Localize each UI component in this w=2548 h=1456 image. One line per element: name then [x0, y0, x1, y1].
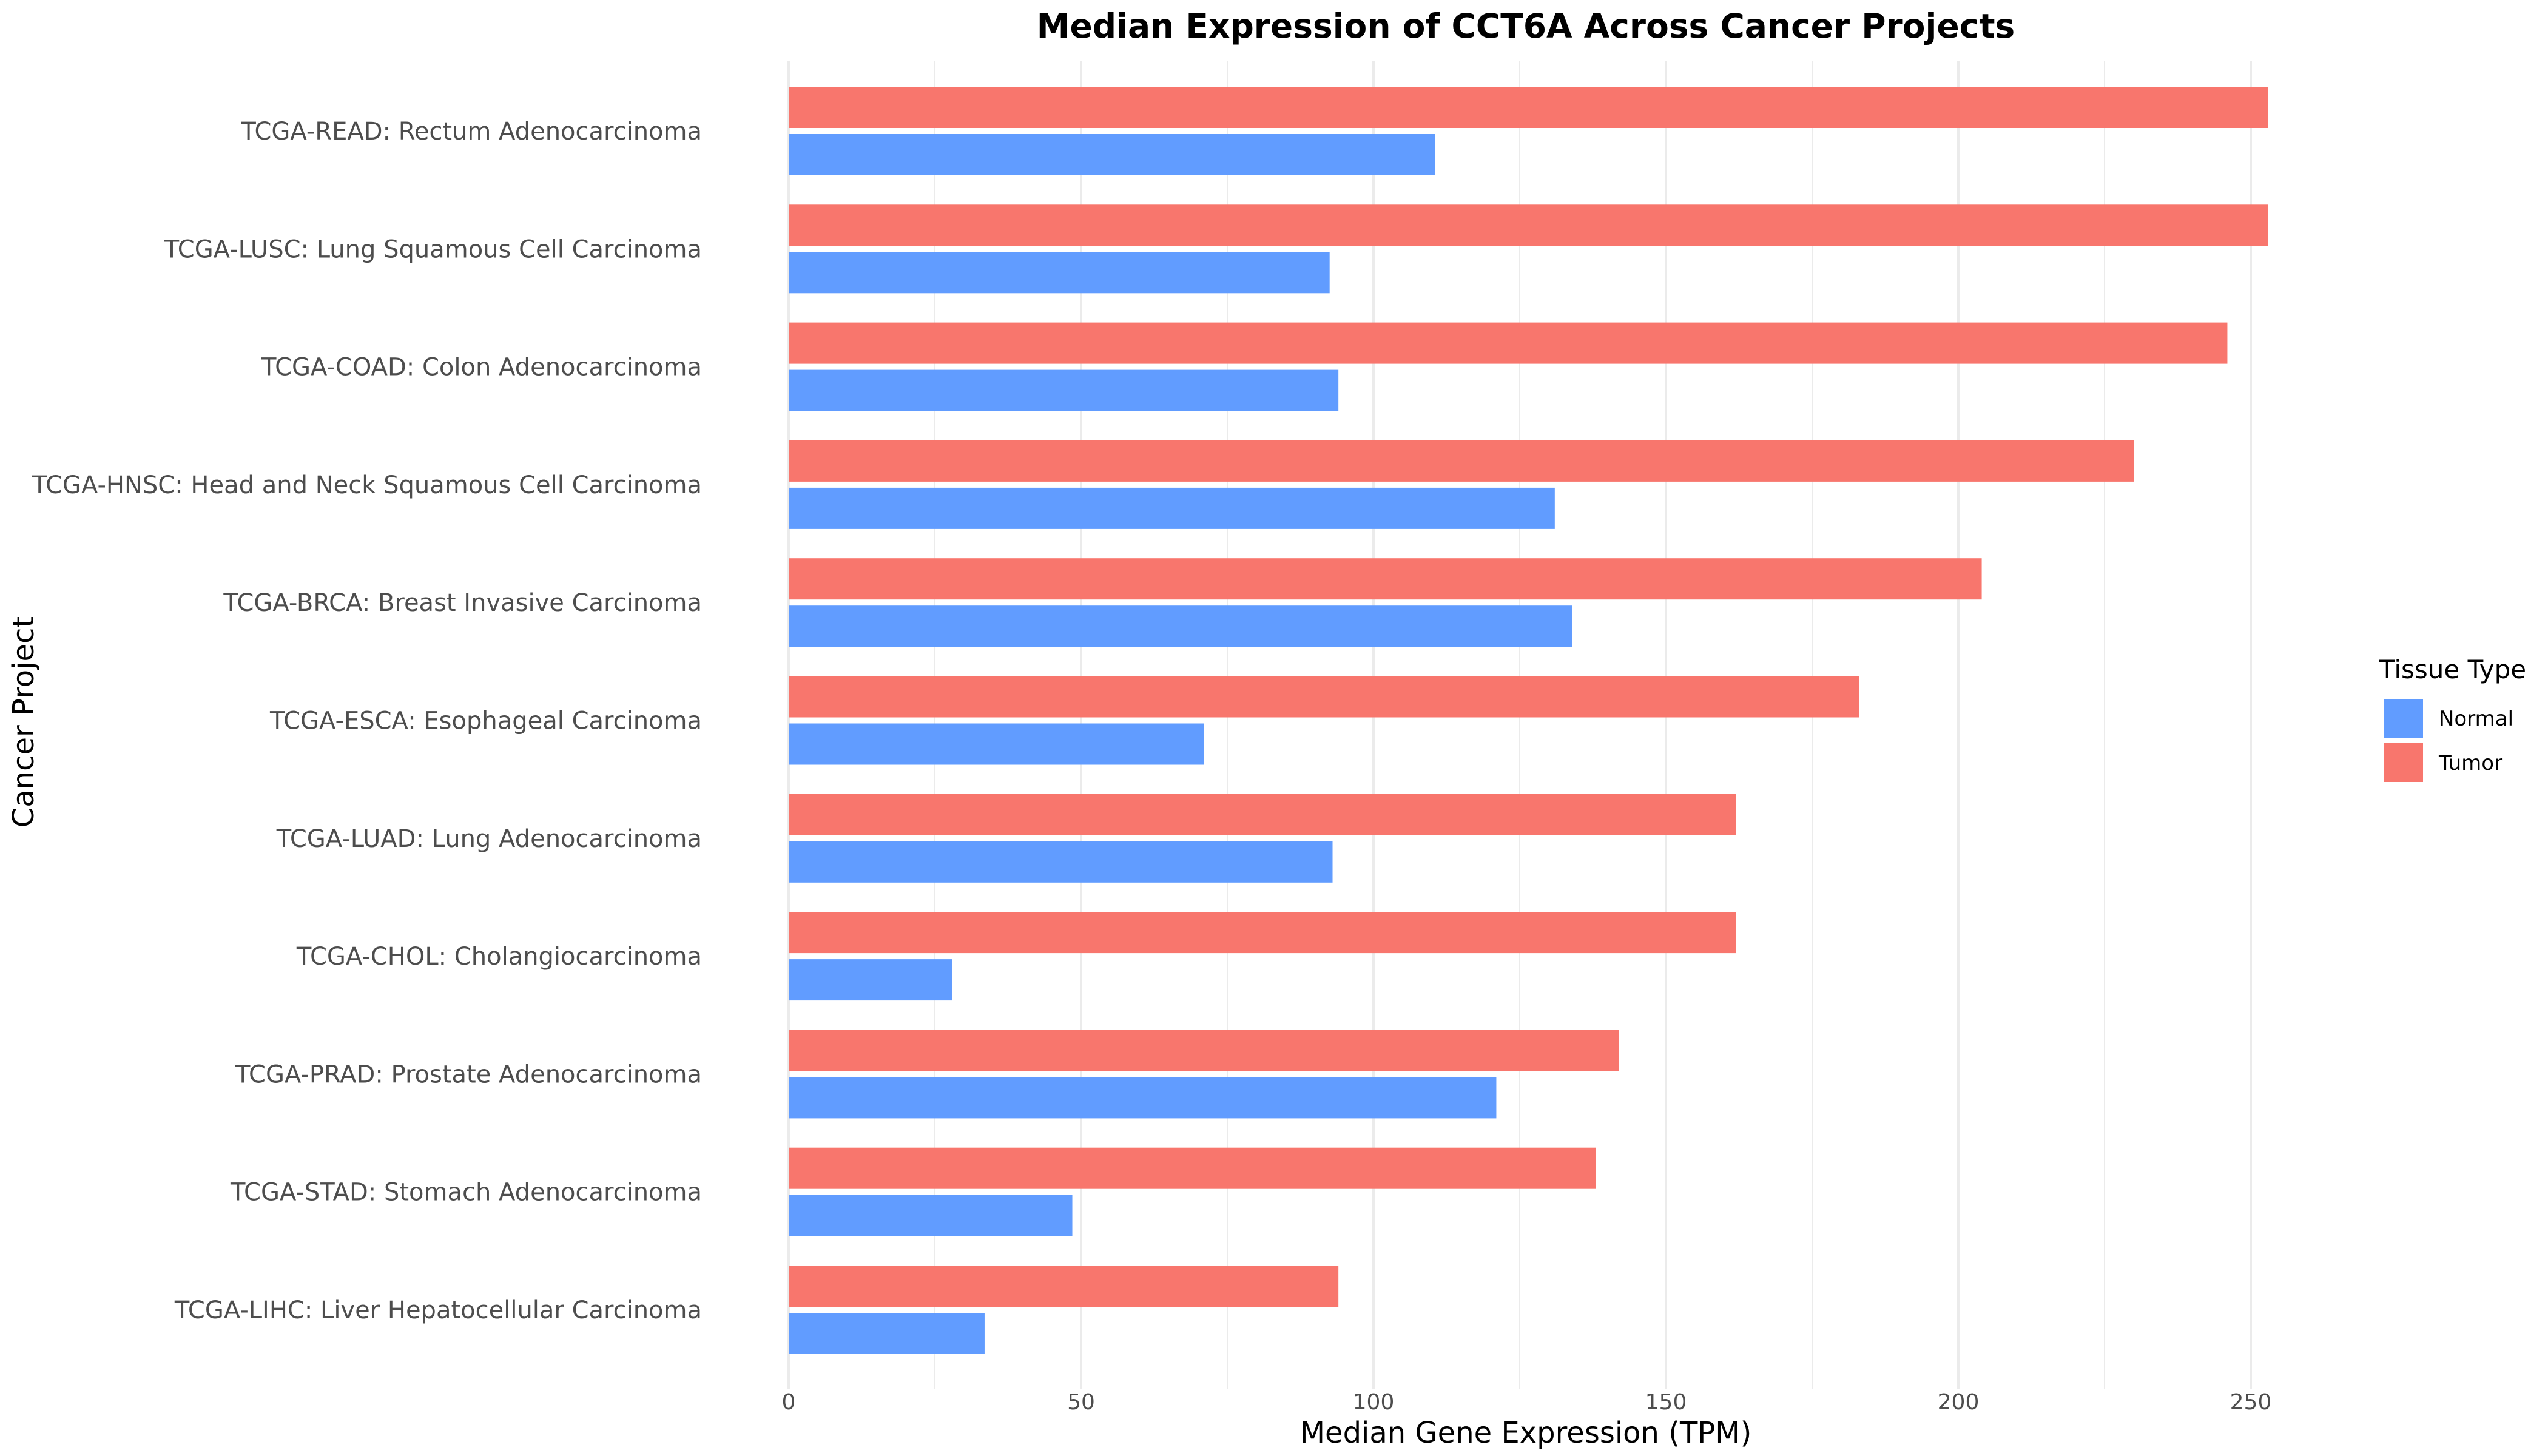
bar-normal: [789, 605, 1572, 647]
category-label: TCGA-BRCA: Breast Invasive Carcinoma: [223, 589, 702, 617]
x-axis-title: Median Gene Expression (TPM): [1300, 1416, 1752, 1450]
bar-normal: [789, 959, 952, 1001]
chart-title: Median Expression of CCT6A Across Cancer…: [1037, 7, 2015, 46]
bar-tumor: [789, 1030, 1619, 1071]
category-label: TCGA-ESCA: Esophageal Carcinoma: [269, 707, 702, 735]
category-label: TCGA-LUSC: Lung Squamous Cell Carcinoma: [164, 235, 702, 263]
bar-tumor: [789, 1266, 1339, 1307]
bar-normal: [789, 252, 1330, 294]
bar-tumor: [789, 440, 2134, 482]
bar-tumor: [789, 204, 2268, 246]
bar-tumor: [789, 87, 2268, 128]
bar-tumor: [789, 912, 1736, 954]
bar-normal: [789, 1195, 1073, 1236]
category-label: TCGA-LUAD: Lung Adenocarcinoma: [276, 825, 702, 853]
bar-tumor: [789, 322, 2228, 364]
category-label: TCGA-READ: Rectum Adenocarcinoma: [240, 118, 702, 146]
bar-normal: [789, 723, 1204, 765]
x-tick-label: 150: [1645, 1390, 1687, 1415]
legend-label: Tumor: [2438, 751, 2502, 775]
legend-title: Tissue Type: [2379, 655, 2526, 684]
bar-tumor: [789, 676, 1859, 718]
legend-swatch: [2384, 699, 2423, 738]
x-tick-label: 50: [1067, 1390, 1095, 1415]
y-axis-title: Cancer Project: [7, 616, 41, 828]
x-tick-label: 200: [1938, 1390, 1980, 1415]
legend-items: Normal Tumor: [2384, 699, 2513, 782]
bar-normal: [789, 487, 1555, 529]
category-label: TCGA-LIHC: Liver Hepatocellular Carcinom…: [174, 1296, 702, 1324]
category-labels: TCGA-READ: Rectum Adenocarcinoma TCGA-LUS…: [32, 118, 702, 1324]
bar-normal: [789, 841, 1333, 883]
bar-normal: [789, 134, 1435, 175]
x-tick-label: 100: [1353, 1390, 1395, 1415]
category-label: TCGA-HNSC: Head and Neck Squamous Cell C…: [32, 471, 702, 499]
bar-normal: [789, 1313, 985, 1354]
x-tick-labels: 0 50 100 150 200 250: [782, 1390, 2272, 1415]
bar-tumor: [789, 558, 1982, 600]
x-tick-label: 0: [782, 1390, 796, 1415]
category-label: TCGA-STAD: Stomach Adenocarcinoma: [230, 1179, 702, 1207]
bar-normal: [789, 369, 1339, 411]
legend-label: Normal: [2439, 707, 2513, 731]
bar-normal: [789, 1077, 1497, 1119]
legend-swatch: [2384, 743, 2423, 782]
bar-tumor: [789, 1147, 1596, 1189]
legend: Tissue Type Normal Tumor: [2379, 655, 2526, 782]
x-tick-label: 250: [2230, 1390, 2272, 1415]
category-label: TCGA-CHOL: Cholangiocarcinoma: [296, 943, 702, 971]
category-label: TCGA-PRAD: Prostate Adenocarcinoma: [235, 1060, 702, 1088]
bar-tumor: [789, 794, 1736, 835]
bars: [789, 87, 2268, 1354]
category-label: TCGA-COAD: Colon Adenocarcinoma: [261, 354, 702, 382]
